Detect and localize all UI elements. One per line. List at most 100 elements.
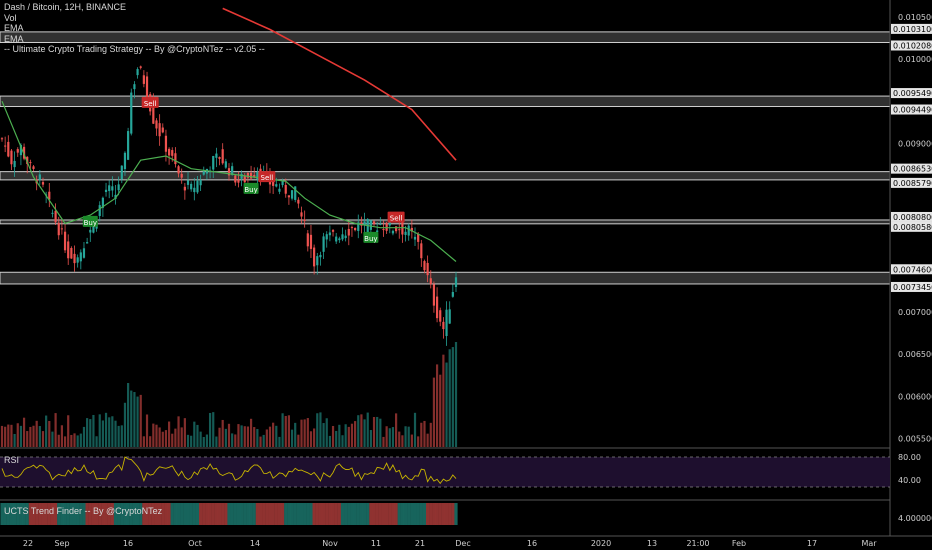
volume-bar <box>281 413 284 447</box>
candle-body <box>350 227 354 229</box>
trend-bar <box>321 503 326 525</box>
trend-bar <box>284 503 288 525</box>
price-level-label: 0.00734500 <box>893 283 932 292</box>
candle-body <box>139 66 142 68</box>
volume-bar <box>445 362 448 447</box>
volume-bar <box>202 436 205 447</box>
sell-signal <box>141 96 159 108</box>
trend-bar <box>372 503 376 525</box>
trend-bar <box>176 503 181 525</box>
candle-body <box>354 227 357 231</box>
volume-bar <box>297 434 300 447</box>
price-tick-label: 0.00600000 <box>898 392 932 401</box>
candle-body <box>388 221 391 226</box>
price-level-badge <box>891 177 932 188</box>
trend-bar <box>280 503 285 525</box>
trend-bar <box>91 503 96 525</box>
candle-body <box>41 182 45 185</box>
trend-bar <box>211 503 215 525</box>
trend-bar <box>79 503 83 525</box>
volume-bar <box>325 418 328 447</box>
volume-bar <box>309 431 313 447</box>
candle-body <box>303 219 306 221</box>
rsi-band <box>0 457 890 487</box>
candle-body <box>218 157 221 159</box>
candle-body <box>76 257 79 263</box>
trend-bar <box>265 503 269 525</box>
candle-body <box>82 248 86 258</box>
trend-bar <box>167 503 171 525</box>
trend-bar <box>381 503 386 525</box>
candle-body <box>394 226 398 232</box>
trend-bar <box>262 503 266 525</box>
trend-bar <box>255 503 259 525</box>
candle-body <box>426 262 429 276</box>
trend-bar <box>419 503 423 525</box>
volume-bar <box>363 419 366 447</box>
volume-bar <box>344 424 347 447</box>
volume-bar <box>215 436 218 447</box>
trend-bar <box>403 503 408 525</box>
candle-body <box>290 190 294 199</box>
trend-bar <box>391 503 395 525</box>
candle-body <box>328 232 331 236</box>
trend-bar <box>50 503 55 525</box>
volume-bar <box>167 421 171 447</box>
candle-body <box>180 173 183 178</box>
time-tick-label: 11 <box>371 539 381 548</box>
candle-body <box>379 223 382 225</box>
candle-body <box>19 144 23 156</box>
price-level-badge <box>891 88 932 99</box>
price-level-label: 0.00805800 <box>893 223 932 232</box>
volume-bar <box>136 396 139 447</box>
volume-bar <box>369 430 372 447</box>
rsi-tick-label: 80.00 <box>898 453 921 462</box>
trend-bar <box>344 503 348 525</box>
volume-bar <box>108 417 111 447</box>
volume-bar <box>45 415 48 447</box>
time-tick-label: 17 <box>807 539 817 548</box>
volume-bar <box>149 436 152 447</box>
trend-bar <box>0 503 4 525</box>
volume-bar <box>196 424 199 447</box>
price-level-label: 0.00808000 <box>893 213 932 222</box>
candle-body <box>196 180 199 193</box>
volume-bar <box>354 421 357 447</box>
trend-bar <box>132 503 137 525</box>
candle-body <box>272 178 275 186</box>
trend-bar <box>369 503 373 525</box>
volume-bar <box>413 412 417 447</box>
volume-bar <box>193 421 196 447</box>
trend-bar <box>98 503 102 525</box>
trend-bar <box>41 503 45 525</box>
volume-bar <box>259 436 262 447</box>
time-tick-label: 2020 <box>591 539 611 548</box>
trend-bar <box>441 503 445 525</box>
volume-bar <box>360 414 363 447</box>
volume-bar <box>48 420 51 447</box>
volume-bar <box>243 426 246 447</box>
volume-bar <box>306 418 309 447</box>
signal-label: Sell <box>261 174 274 182</box>
trend-bar <box>400 503 405 525</box>
trend-bar <box>192 503 196 525</box>
volume-bar <box>35 420 38 447</box>
candle-body <box>22 146 26 159</box>
trend-bar <box>334 503 338 525</box>
trend-bar <box>337 503 341 525</box>
volume-bar <box>451 347 454 447</box>
volume-bar <box>404 426 407 447</box>
volume-bar <box>171 433 174 447</box>
legend-strategy: -- Ultimate Crypto Trading Strategy -- B… <box>4 44 265 54</box>
candle-body <box>202 171 205 175</box>
candle-body <box>117 184 120 191</box>
trend-bar <box>359 503 364 525</box>
trend-bar <box>252 503 256 525</box>
candle-body <box>322 236 325 252</box>
volume-bar <box>120 425 123 447</box>
volume-bar <box>183 418 186 447</box>
candle-body <box>297 199 300 204</box>
candle-body <box>382 229 385 231</box>
candle-body <box>79 252 82 262</box>
